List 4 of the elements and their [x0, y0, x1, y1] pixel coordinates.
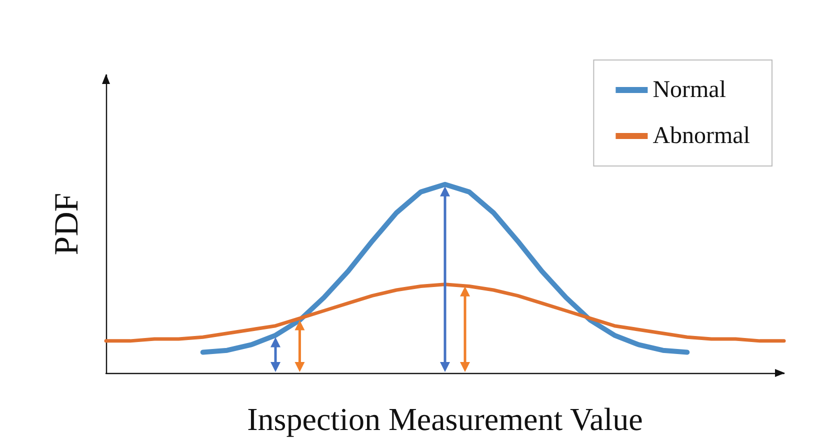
x-axis-title: Inspection Measurement Value [247, 401, 643, 437]
legend-label: Abnormal [652, 123, 750, 149]
legend-label: Normal [652, 77, 726, 103]
y-axis-title: PDF [48, 192, 86, 256]
